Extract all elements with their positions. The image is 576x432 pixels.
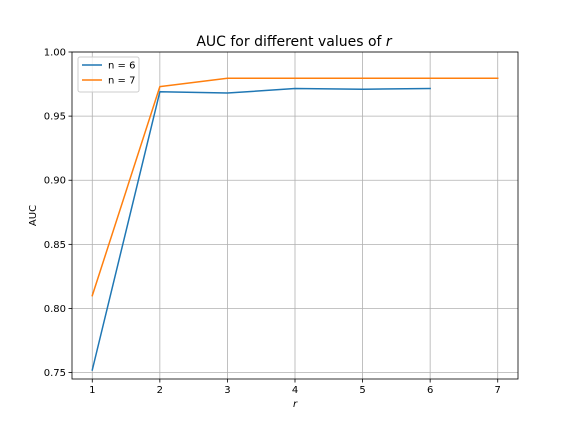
y-tick-label: 0.90 <box>44 176 66 187</box>
x-tick-label: 2 <box>157 385 163 396</box>
x-tick-label: 1 <box>89 385 95 396</box>
axis-ticks: 1 2 3 4 5 6 7 0.75 0.80 0.85 0.90 0.95 1.00 <box>44 48 501 397</box>
x-tick-label: 5 <box>359 385 365 396</box>
series-lines <box>91 77 499 371</box>
y-tick-label: 0.85 <box>44 240 66 251</box>
legend: n = 6 n = 7 <box>77 56 140 93</box>
series-line-n6 <box>91 87 431 371</box>
y-tick-label: 0.95 <box>44 112 66 123</box>
x-tick-label: 4 <box>292 385 298 396</box>
legend-label: n = 7 <box>108 76 135 87</box>
y-tick-label: 0.75 <box>44 368 66 379</box>
chart-title-variable: r <box>386 34 393 50</box>
grid-lines <box>72 51 518 379</box>
series-line-n7 <box>91 77 499 297</box>
y-tick-label: 0.80 <box>44 304 66 315</box>
y-axis-label: AUC <box>28 205 39 226</box>
x-axis-label: r <box>293 399 298 410</box>
y-tick-label: 1.00 <box>44 48 66 59</box>
chart-title-prefix: AUC for different values of <box>196 34 386 50</box>
legend-entries: n = 6 n = 7 <box>82 61 135 87</box>
x-tick-label: 7 <box>495 385 501 396</box>
x-tick-label: 3 <box>224 385 230 396</box>
chart-title: AUC for different values of r <box>196 34 393 50</box>
x-tick-label: 6 <box>427 385 433 396</box>
legend-label: n = 6 <box>108 61 135 72</box>
